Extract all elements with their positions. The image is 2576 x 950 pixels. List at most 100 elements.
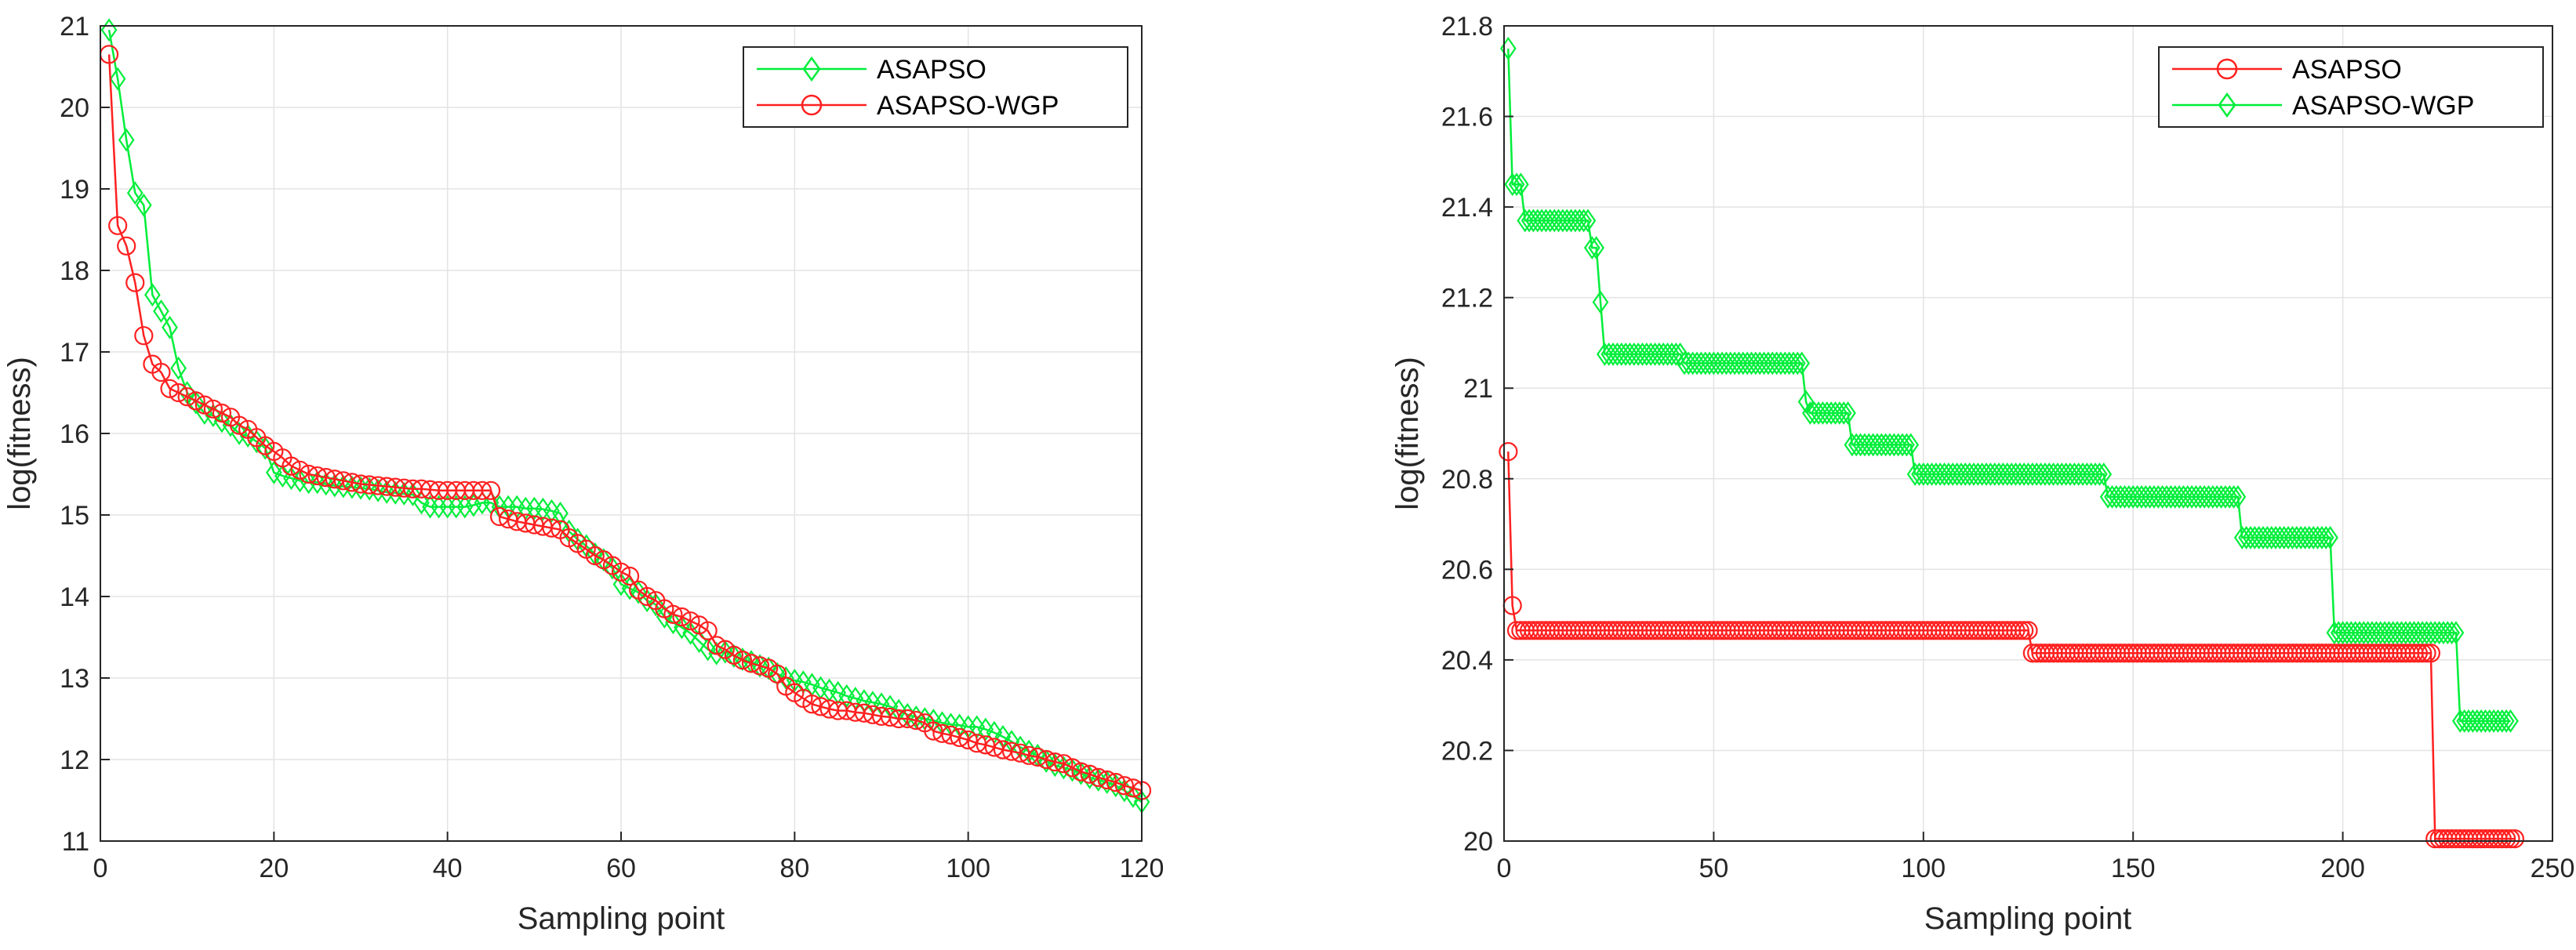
data-point-asapso-wgp [117,236,136,256]
data-point-asapso-wgp [2225,484,2242,509]
data-point-asapso-wgp [1513,172,1529,197]
x-tick-label: 40 [433,854,463,883]
data-point-asapso-wgp [2229,484,2247,509]
data-point-asapso [708,641,725,665]
data-point-asapso-wgp [2322,525,2338,549]
data-point-asapso-wgp [186,391,205,411]
data-point-asapso [465,493,482,517]
data-point-asapso-wgp [108,216,128,235]
data-point-asapso-wgp [1840,401,1856,425]
series-group [99,18,1152,814]
data-point-asapso [1107,774,1125,798]
data-point-asapso [413,491,430,515]
data-point-asapso-wgp [1898,433,1915,457]
y-tick-label: 21.4 [1441,193,1493,223]
data-point-asapso-wgp [1667,342,1684,366]
data-point-asapso [682,621,699,645]
data-point-asapso-wgp [663,604,683,624]
x-tick-label: 60 [606,854,636,883]
data-point-asapso [830,680,847,705]
data-point-asapso [2417,644,2436,663]
data-point-asapso [126,181,144,205]
legend-label-asapso: ASAPSO [2292,55,2402,85]
data-point-asapso-wgp [1789,351,1806,375]
data-point-asapso-wgp [1054,754,1074,774]
x-tick-label: 120 [1120,854,1164,883]
data-point-asapso [2018,621,2038,640]
data-point-asapso-wgp [1080,764,1099,784]
data-point-asapso-wgp [489,506,510,527]
data-point-asapso-wgp [1579,208,1597,233]
data-point-asapso [1064,758,1081,782]
data-point-asapso-wgp [1063,758,1082,778]
data-point-asapso-wgp [932,723,952,743]
data-point-asapso-wgp [1037,749,1056,770]
y-axis-label: log(fitness) [2,357,37,510]
data-point-asapso [665,611,681,635]
data-point-asapso-wgp [1019,745,1039,765]
chart-right: 0 50 100 150 200 250 20 20.2 20.4 20.6 20.8 21 21.2 2… [1390,12,2574,936]
data-point-asapso-wgp [611,562,631,582]
data-point-asapso [2492,829,2512,849]
data-point-asapso-wgp [950,727,969,748]
data-point-asapso [144,283,161,307]
data-point-asapso-wgp [499,509,518,529]
data-point-asapso-wgp [134,326,154,346]
data-point-asapso [717,640,734,664]
data-point-asapso-wgp [1088,767,1108,787]
data-point-asapso-wgp [169,383,188,403]
data-point-asapso-wgp [542,518,561,538]
data-point-asapso [2408,644,2428,663]
data-point-asapso-wgp [125,273,145,292]
legend-label-asapso-wgp: ASAPSO-WGP [877,91,1059,121]
y-tick-label: 17 [60,338,89,368]
data-point-asapso-wgp [1001,742,1022,761]
legend-label-asapso: ASAPSO [877,55,986,85]
data-point-asapso-wgp [1010,743,1030,763]
data-point-asapso-wgp [472,480,492,500]
data-point-asapso-wgp [1071,762,1091,781]
data-point-asapso-wgp [1592,290,1609,314]
legend-marker-asapso [2216,58,2238,80]
data-point-asapso-wgp [2095,462,2113,486]
data-point-asapso-wgp [976,735,995,755]
data-point-asapso [456,495,474,519]
x-axis-label: Sampling point [1924,901,2132,936]
data-point-asapso-wgp [290,460,310,480]
chart-left: 0 20 40 60 80 100 120 11 12 13 14 15 16 17 18 19 20 21 Sa… [2,12,1164,936]
y-axis-label: log(fitness) [1390,357,1425,510]
data-point-asapso [2413,644,2432,663]
data-point-asapso-wgp [177,387,197,407]
legend-marker-asapso-wgp [2218,92,2236,118]
data-point-asapso-wgp [811,697,830,716]
data-point-asapso-wgp [585,546,605,566]
y-tick-label: 20 [1463,827,1493,857]
y-tick-label: 12 [60,745,89,775]
data-point-asapso [265,460,282,484]
y-tick-label: 21.8 [1441,12,1493,42]
data-point-asapso-wgp [1793,351,1811,375]
data-point-asapso [162,315,178,339]
data-point-asapso [595,548,612,572]
data-point-asapso-wgp [1106,773,1125,792]
legend-marker-asapso-wgp [801,94,823,116]
data-point-asapso-wgp [160,379,180,398]
data-point-asapso-wgp [2502,709,2519,733]
data-point-asapso [2505,829,2524,849]
x-tick-label: 0 [1497,854,1512,883]
y-tick-label: 20.8 [1441,465,1493,495]
y-tick-label: 19 [60,175,89,205]
legend: ASAPSO ASAPSO-WGP [743,46,1128,128]
data-point-asapso [760,656,777,680]
data-point-asapso-wgp [1508,172,1525,197]
x-tick-label: 100 [946,854,990,883]
data-point-asapso-wgp [907,710,926,731]
data-point-asapso [2497,829,2516,849]
plot-area [1504,26,2552,841]
data-point-asapso [612,572,630,596]
y-tick-label: 11 [62,827,89,857]
data-point-asapso-wgp [638,586,657,607]
data-point-asapso [2010,621,2029,640]
data-point-asapso [170,356,187,380]
data-point-asapso [2421,644,2441,663]
